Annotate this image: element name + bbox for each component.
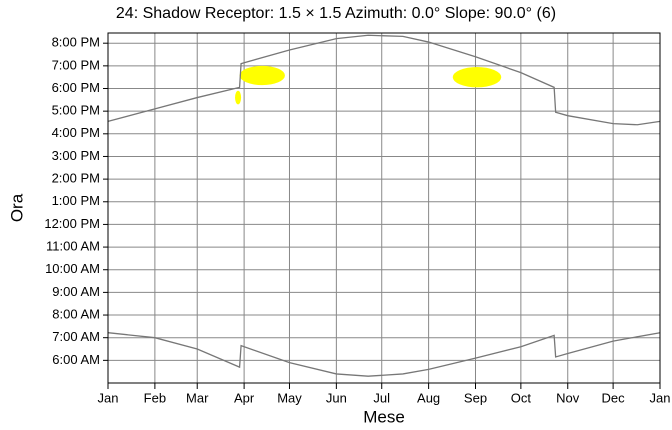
y-tick-label: 1:00 PM <box>52 193 100 208</box>
x-tick-label: Nov <box>556 390 580 405</box>
y-tick-label: 12:00 PM <box>44 216 100 231</box>
y-tick-label: 8:00 AM <box>52 306 100 321</box>
line <box>107 34 661 126</box>
x-tick-label: Aug <box>417 390 440 405</box>
y-tick-label: 7:00 AM <box>52 329 100 344</box>
line <box>107 332 661 377</box>
x-tick-label: Jan <box>650 390 671 405</box>
x-tick-label: May <box>277 390 302 405</box>
y-tick-label: 10:00 AM <box>45 261 100 276</box>
y-tick-label: 6:00 PM <box>52 80 100 95</box>
y-axis-label: Ora <box>7 193 26 222</box>
x-tick-label: Jun <box>326 390 347 405</box>
x-axis-label: Mese <box>363 407 405 426</box>
y-tick-label: 8:00 PM <box>52 35 100 50</box>
x-tick-label: Jan <box>98 390 119 405</box>
y-tick-label: 5:00 PM <box>52 103 100 118</box>
y-tick-label: 3:00 PM <box>52 148 100 163</box>
shadow-area <box>452 66 502 88</box>
x-tick-label: Dec <box>602 390 626 405</box>
y-tick-label: 6:00 AM <box>52 352 100 367</box>
x-tick-label: Sep <box>464 390 487 405</box>
x-tick-label: Feb <box>144 390 166 405</box>
shadow-area <box>239 65 285 86</box>
x-tick-label: Mar <box>186 390 209 405</box>
x-tick-label: Jul <box>373 390 390 405</box>
y-tick-label: 9:00 AM <box>52 284 100 299</box>
chart-title: 24: Shadow Receptor: 1.5 × 1.5 Azimuth: … <box>116 5 556 22</box>
y-tick-label: 11:00 AM <box>46 239 100 254</box>
plot-frame <box>107 32 661 384</box>
y-tick-label: 2:00 PM <box>52 171 100 186</box>
x-tick-label: Apr <box>234 390 255 405</box>
y-tick-label: 7:00 PM <box>52 57 100 72</box>
y-tick-label: 4:00 PM <box>52 125 100 140</box>
x-tick-label: Oct <box>511 390 532 405</box>
shadow-area <box>235 90 242 105</box>
